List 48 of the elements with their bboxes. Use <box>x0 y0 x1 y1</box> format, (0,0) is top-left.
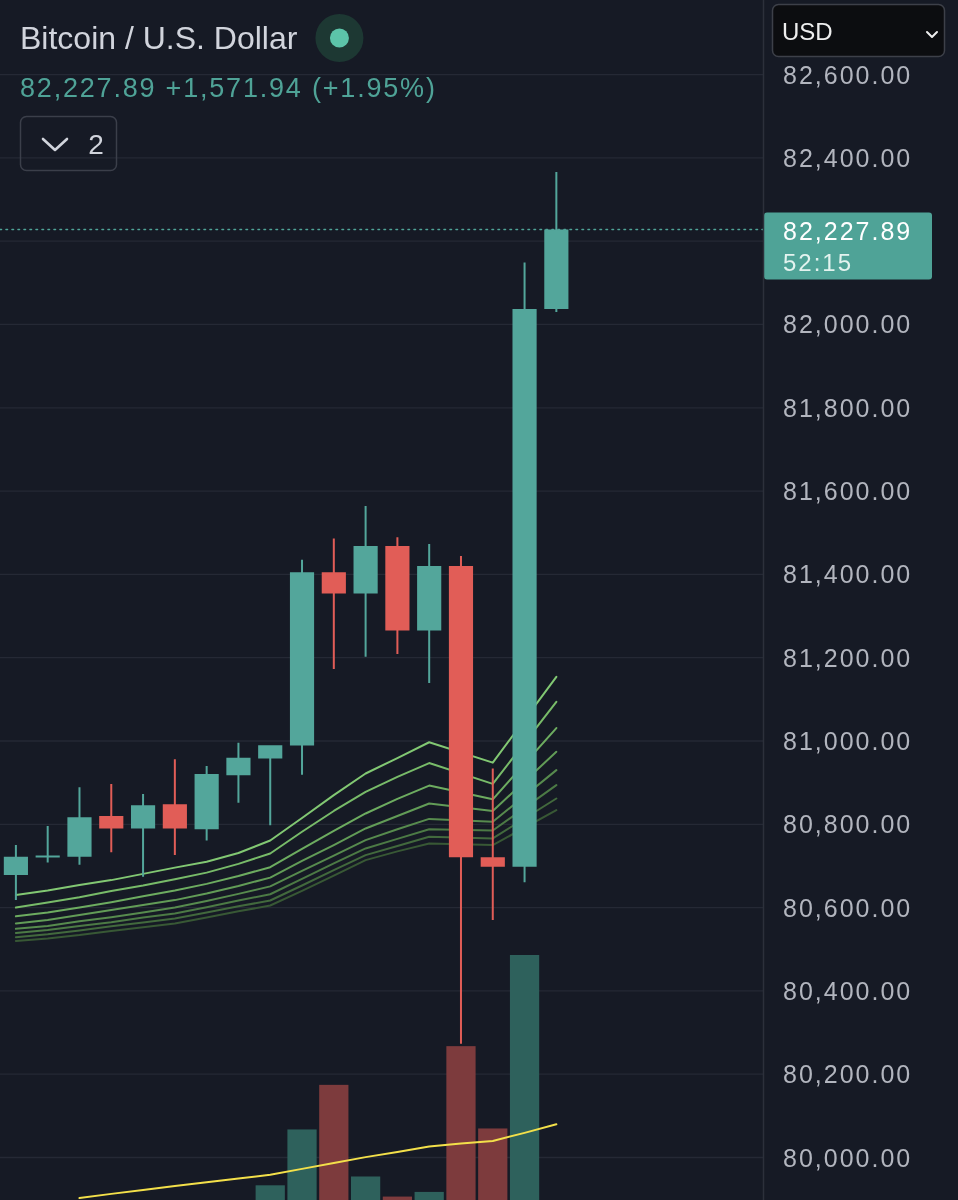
candlestick <box>385 537 410 654</box>
candlestick <box>480 768 505 921</box>
y-tick-label: 81,200.00 <box>783 643 913 672</box>
bar <box>414 1191 444 1200</box>
candlestick <box>35 825 60 863</box>
candlestick <box>289 559 315 775</box>
bar <box>446 1046 476 1200</box>
candlestick <box>226 742 251 803</box>
candlestick <box>130 793 156 877</box>
bar <box>255 1185 285 1200</box>
y-tick-label: 80,200.00 <box>783 1060 913 1089</box>
y-tick-label: 82,400.00 <box>783 143 913 172</box>
line-series <box>14 727 558 918</box>
bar <box>509 955 540 1200</box>
line-series <box>14 700 558 909</box>
y-tick-label: 82,600.00 <box>783 60 913 89</box>
currency-dropdown: USD <box>771 3 946 58</box>
candlestick <box>162 759 187 856</box>
candlestick <box>448 556 474 1044</box>
candlestick <box>353 506 378 657</box>
candlestick <box>321 538 346 669</box>
y-tick-label: 81,000.00 <box>783 726 913 755</box>
y-tick-label: 81,400.00 <box>783 560 913 589</box>
candlestick <box>3 845 28 901</box>
y-tick-label: 80,000.00 <box>783 1143 913 1172</box>
candlestick <box>417 543 442 684</box>
y-tick-label: 82,000.00 <box>783 310 913 339</box>
text: Bitcoin / U.S. Dollar <box>20 20 298 56</box>
y-tick-label: 81,600.00 <box>783 477 913 506</box>
ref-line-label: 82,227.89 <box>783 216 913 245</box>
y-tick-label: 80,800.00 <box>783 810 913 839</box>
bar <box>350 1176 381 1200</box>
text: 82,227.89 +1,571.94 (+1.95%) <box>20 73 437 103</box>
bar <box>319 1084 349 1200</box>
toggle-button: 2 <box>19 115 118 172</box>
candlestick <box>99 783 124 853</box>
y-tick-label: 80,600.00 <box>783 893 913 922</box>
bar <box>287 1129 317 1200</box>
y-tick-label: 80,400.00 <box>783 976 913 1005</box>
candlestick <box>512 262 537 883</box>
annotation: 2 <box>88 128 104 160</box>
text: 52:15 <box>783 249 854 277</box>
candlestick <box>194 765 219 841</box>
line-series <box>14 675 558 897</box>
y-tick-label: 81,800.00 <box>783 393 913 422</box>
candlestick <box>258 745 283 826</box>
bar <box>478 1128 508 1200</box>
candlestick <box>67 787 92 865</box>
